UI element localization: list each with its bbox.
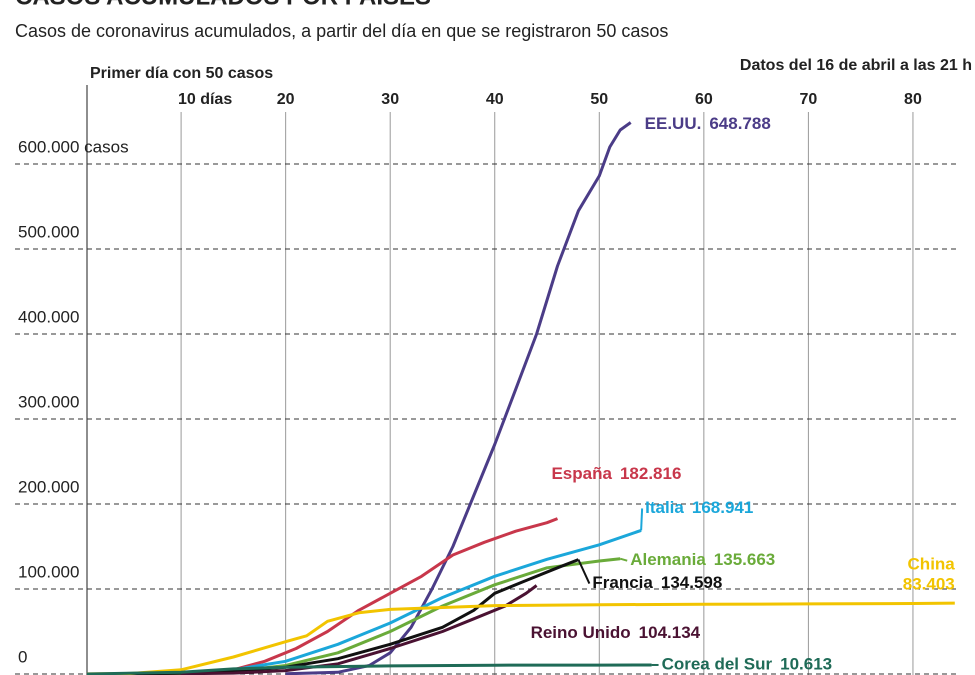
y-tick-label: 200.000 — [18, 477, 79, 496]
data-label: 10.613 — [780, 654, 832, 673]
chart-subtitle: Casos de coronavirus acumulados, a parti… — [15, 21, 668, 41]
legend-label: España — [551, 464, 612, 483]
legend-label: Francia — [592, 573, 653, 592]
data-label: 134.598 — [661, 573, 722, 592]
x-tick-label: 40 — [486, 91, 504, 108]
series-line — [128, 558, 579, 675]
y-tick-label: 300.000 — [18, 392, 79, 411]
legend-label: Italia — [645, 498, 684, 517]
x-tick-label: 50 — [590, 91, 608, 108]
legend-label: Corea del Sur — [662, 654, 773, 673]
legend-label: Alemania — [630, 550, 706, 569]
legend-label: Reino Unido — [531, 623, 631, 642]
x-tick-label: 80 — [904, 91, 922, 108]
data-label: 168.941 — [692, 498, 753, 517]
legend-label: EE.UU. — [645, 114, 702, 133]
y-tick-label: 400.000 — [18, 307, 79, 326]
x-tick-label: 30 — [381, 91, 399, 108]
series-line — [285, 121, 632, 675]
x-tick-label: 20 — [277, 91, 295, 108]
series-line — [128, 557, 621, 675]
x-axis-label: Primer día con 50 casos — [90, 65, 273, 82]
leader — [619, 557, 628, 562]
chart-title: CASOS ACUMULADOS POR PAÍSES — [15, 0, 431, 10]
series-line — [86, 663, 652, 675]
y-tick-label: 100.000 — [18, 562, 79, 581]
data-label: 135.663 — [714, 550, 775, 569]
y-tick-label: 500.000 — [18, 222, 79, 241]
data-label: 104.134 — [639, 623, 701, 642]
leader — [577, 559, 591, 585]
series-line — [181, 584, 538, 675]
series-line — [128, 528, 642, 675]
data-label: 182.816 — [620, 464, 681, 483]
x-tick-label: 60 — [695, 91, 713, 108]
data-label: 83.403 — [903, 575, 955, 594]
series-line — [86, 601, 955, 675]
leader — [640, 508, 644, 531]
data-label: 648.788 — [709, 114, 770, 133]
note: Datos del 16 de abril a las 21 h — [740, 57, 972, 74]
y-tick-label: 0 — [18, 647, 27, 666]
legend-label: China — [908, 555, 956, 574]
y-tick-label: 600.000 casos — [18, 137, 129, 156]
x-tick-label: 70 — [800, 91, 818, 108]
x-tick-label: 10 días — [178, 91, 232, 108]
